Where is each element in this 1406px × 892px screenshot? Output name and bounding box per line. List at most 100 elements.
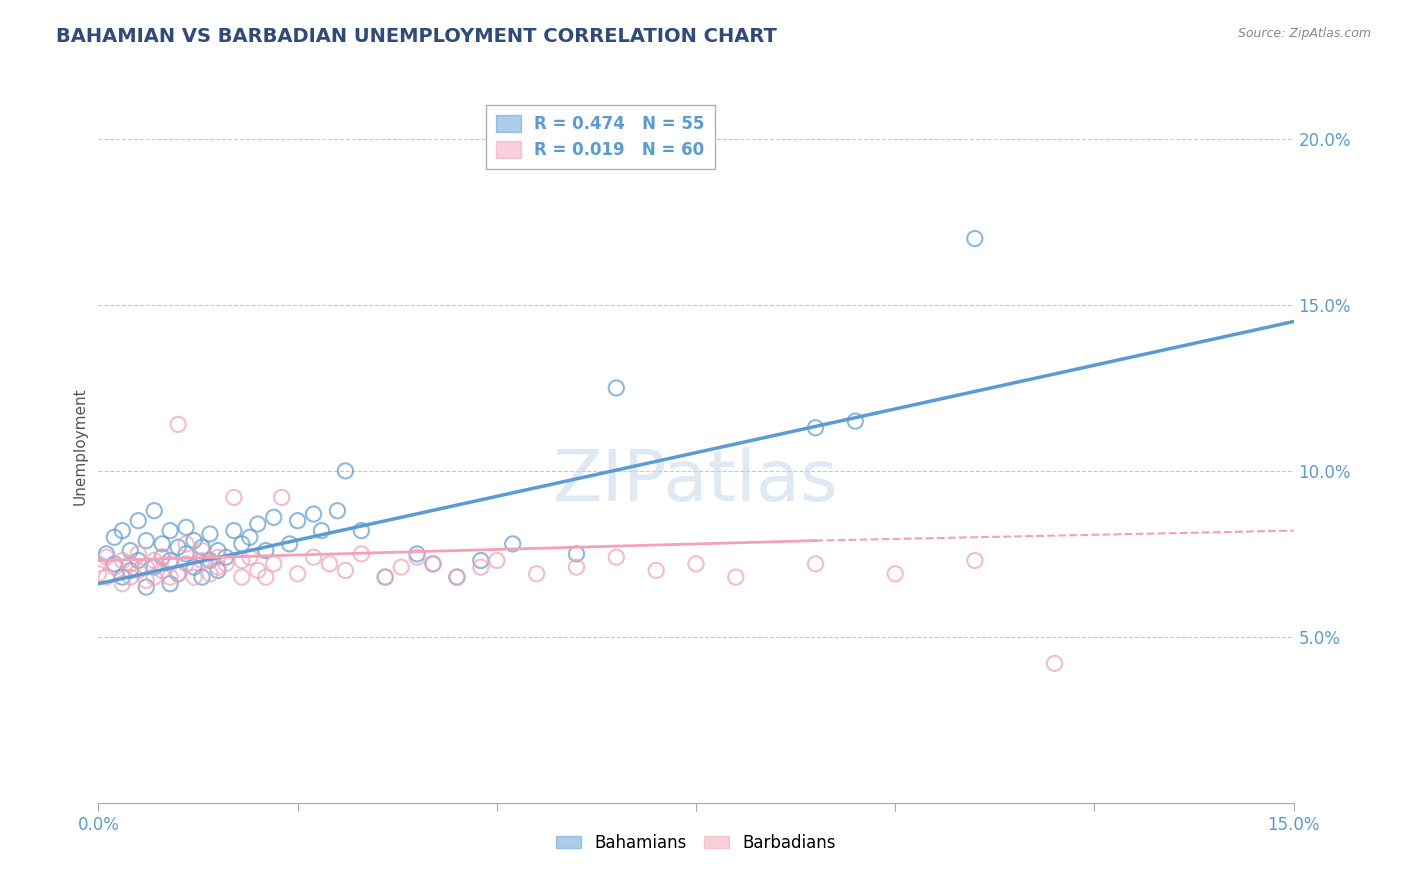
Point	[724, 570, 747, 584]
Point	[422, 557, 444, 571]
Point	[183, 560, 205, 574]
Point	[605, 381, 627, 395]
Point	[111, 553, 134, 567]
Y-axis label: Unemployment: Unemployment	[72, 387, 87, 505]
Legend: Bahamians, Barbadians: Bahamians, Barbadians	[550, 828, 842, 859]
Point	[645, 564, 668, 578]
Point	[167, 566, 190, 581]
Point	[120, 557, 142, 571]
Point	[191, 540, 214, 554]
Point	[263, 557, 285, 571]
Point	[111, 524, 134, 538]
Point	[143, 570, 166, 584]
Point	[526, 566, 548, 581]
Point	[111, 576, 134, 591]
Point	[159, 570, 181, 584]
Point	[127, 553, 149, 567]
Point	[239, 550, 262, 565]
Point	[485, 553, 508, 567]
Point	[198, 527, 221, 541]
Point	[804, 421, 827, 435]
Point	[198, 553, 221, 567]
Point	[350, 547, 373, 561]
Point	[143, 553, 166, 567]
Point	[470, 560, 492, 574]
Point	[127, 547, 149, 561]
Point	[103, 557, 125, 571]
Point	[120, 570, 142, 584]
Point	[174, 520, 197, 534]
Point	[159, 553, 181, 567]
Point	[406, 547, 429, 561]
Point	[183, 533, 205, 548]
Point	[127, 564, 149, 578]
Point	[302, 550, 325, 565]
Point	[96, 570, 118, 584]
Point	[207, 560, 229, 574]
Point	[143, 504, 166, 518]
Point	[191, 570, 214, 584]
Point	[335, 564, 357, 578]
Point	[406, 550, 429, 565]
Point	[270, 491, 292, 505]
Point	[287, 566, 309, 581]
Point	[150, 550, 173, 565]
Point	[374, 570, 396, 584]
Point	[207, 564, 229, 578]
Point	[135, 574, 157, 588]
Point	[302, 507, 325, 521]
Point	[222, 491, 245, 505]
Point	[87, 557, 110, 571]
Point	[222, 524, 245, 538]
Point	[215, 550, 238, 565]
Point	[103, 560, 125, 574]
Point	[150, 537, 173, 551]
Point	[96, 550, 118, 565]
Point	[1043, 657, 1066, 671]
Point	[502, 537, 524, 551]
Point	[335, 464, 357, 478]
Point	[87, 566, 110, 581]
Point	[804, 557, 827, 571]
Point	[254, 570, 277, 584]
Point	[191, 543, 214, 558]
Point	[143, 560, 166, 574]
Point	[231, 537, 253, 551]
Point	[207, 543, 229, 558]
Point	[318, 557, 340, 571]
Point	[167, 417, 190, 432]
Point	[963, 553, 986, 567]
Point	[150, 550, 173, 565]
Point	[605, 550, 627, 565]
Point	[135, 580, 157, 594]
Point	[963, 231, 986, 245]
Point	[246, 564, 269, 578]
Point	[174, 547, 197, 561]
Point	[96, 547, 118, 561]
Point	[246, 516, 269, 531]
Text: ZIPatlas: ZIPatlas	[553, 447, 839, 516]
Point	[167, 540, 190, 554]
Point	[120, 543, 142, 558]
Point	[150, 564, 173, 578]
Point	[263, 510, 285, 524]
Point	[311, 524, 333, 538]
Point	[159, 576, 181, 591]
Point	[183, 570, 205, 584]
Point	[565, 560, 588, 574]
Point	[135, 560, 157, 574]
Point	[174, 537, 197, 551]
Point	[446, 570, 468, 584]
Point	[215, 557, 238, 571]
Point	[278, 537, 301, 551]
Point	[565, 547, 588, 561]
Point	[685, 557, 707, 571]
Point	[287, 514, 309, 528]
Point	[844, 414, 866, 428]
Point	[120, 564, 142, 578]
Point	[350, 524, 373, 538]
Point	[446, 570, 468, 584]
Point	[207, 550, 229, 565]
Point	[159, 524, 181, 538]
Point	[470, 553, 492, 567]
